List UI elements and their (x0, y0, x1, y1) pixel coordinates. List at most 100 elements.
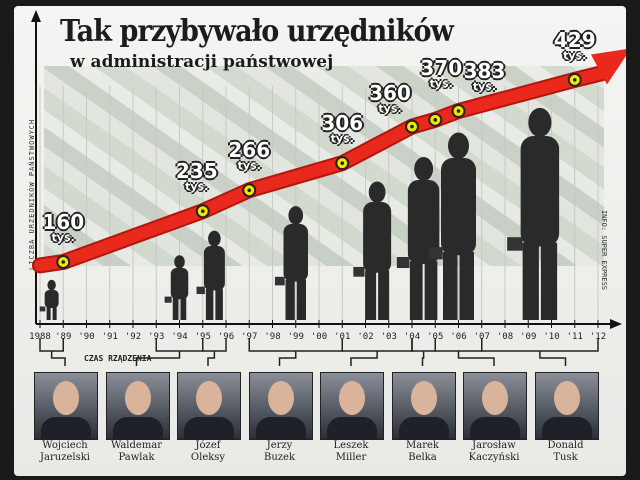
silhouette-body (363, 202, 392, 273)
x-tick-label: '12 (589, 332, 607, 342)
face (124, 381, 151, 415)
x-tick-label: '02 (357, 332, 374, 342)
value: 383 (463, 59, 506, 84)
data-point-center (410, 124, 414, 129)
leader-name: Jerzy Buzek (245, 440, 315, 464)
value: 160 (42, 210, 85, 234)
suit (541, 417, 592, 439)
silhouette-head (47, 279, 56, 291)
silhouette-head (208, 230, 221, 247)
data-point-center (572, 78, 577, 82)
briefcase (39, 306, 46, 312)
last-name: Jaruzelski (40, 452, 90, 463)
silhouette-leg (443, 251, 458, 320)
last-name: Miller (335, 452, 367, 463)
x-tick-label: '10 (543, 332, 560, 342)
leader-photo (34, 372, 98, 440)
silhouette-leg (52, 307, 57, 320)
briefcase (353, 266, 365, 277)
unit: tys. (185, 180, 209, 194)
chart-title: Tak przybywało urzędników (60, 14, 454, 49)
unit: tys. (237, 159, 261, 173)
silhouette-leg (180, 298, 187, 320)
last-name: Tusk (553, 452, 578, 463)
first-name: Wojciech (42, 440, 88, 451)
silhouette-leg (378, 270, 390, 320)
x-tick-label: '98 (264, 332, 281, 342)
unit: tys. (429, 76, 453, 90)
x-tick-label: '95 (194, 332, 211, 342)
briefcase (274, 276, 285, 286)
silhouette-body (203, 246, 225, 291)
silhouette-leg (296, 279, 306, 320)
reign-bracket (434, 338, 495, 366)
silhouette-head (414, 157, 434, 181)
leader-name: Leszek Miller (316, 440, 386, 464)
unit: tys. (378, 101, 402, 115)
trend-arrowhead (590, 49, 626, 85)
value: 370 (420, 55, 463, 80)
suit (112, 417, 163, 439)
unit: tys. (330, 132, 354, 146)
silhouette-leg (424, 261, 438, 320)
silhouette-body (441, 158, 476, 256)
value: 306 (321, 111, 364, 136)
face (410, 381, 437, 415)
silhouette-leg (459, 251, 474, 320)
silhouette-body (170, 268, 189, 300)
x-tick-label: '91 (101, 332, 118, 342)
value: 360 (369, 80, 411, 105)
silhouette-head (368, 181, 386, 203)
data-point-center (247, 188, 252, 193)
first-name: Jerzy (266, 440, 293, 451)
data-point-center (456, 109, 461, 113)
value: 235 (175, 159, 218, 184)
briefcase (428, 247, 443, 260)
x-tick-label: '92 (124, 332, 142, 342)
briefcase (507, 237, 523, 251)
reign-bracket (202, 338, 227, 366)
x-axis-arrow (610, 319, 622, 329)
x-tick-label: '97 (241, 332, 258, 342)
x-tick-label: '06 (450, 332, 467, 342)
x-tick-label: '89 (55, 332, 72, 342)
leader-name: Wojciech Jaruzelski (30, 440, 100, 464)
data-label: 160 tys. (41, 212, 85, 243)
leader-name: Waldemar Pawlak (102, 440, 172, 464)
reign-bracket (481, 338, 599, 366)
leader-name: Józef Oleksy (173, 440, 243, 464)
silhouette-head (528, 107, 552, 138)
face (553, 381, 580, 415)
reign-bracket (39, 338, 66, 366)
x-tick-label: '96 (217, 332, 235, 342)
first-name: Marek (406, 440, 439, 451)
y-axis-arrow (31, 10, 41, 22)
data-label: 429 tys. (553, 30, 597, 61)
data-label: 370 tys. (419, 58, 463, 89)
unit: tys. (472, 80, 497, 94)
silhouette-leg (46, 307, 51, 320)
reign-label: CZAS RZĄDZENIA (84, 354, 152, 363)
silhouette-leg (540, 242, 558, 320)
first-name: Jarosław (472, 440, 516, 451)
x-tick-label: '93 (148, 332, 165, 342)
silhouette-leg (285, 279, 295, 320)
x-tick-label: '04 (403, 332, 421, 342)
x-tick-label: '01 (334, 332, 351, 342)
chart-panel: Tak przybywało urzędników w administracj… (14, 6, 626, 476)
silhouette-head (288, 206, 304, 225)
data-label: 306 tys. (320, 113, 364, 144)
reign-bracket (248, 338, 343, 366)
x-tick-label: '99 (287, 332, 304, 342)
data-label: 235 tys. (175, 161, 219, 192)
silhouette-leg (522, 242, 539, 320)
x-tick-label: '11 (566, 332, 583, 342)
silhouette-leg (365, 270, 377, 320)
silhouette-body (283, 224, 308, 282)
leader-name: Jarosław Kaczyński (459, 440, 529, 464)
silhouette-leg (205, 288, 214, 320)
x-tick-label: '09 (520, 332, 537, 342)
chart-subtitle: w administracji państwowej (70, 52, 334, 72)
face (267, 381, 294, 415)
leader-photo (391, 372, 456, 440)
